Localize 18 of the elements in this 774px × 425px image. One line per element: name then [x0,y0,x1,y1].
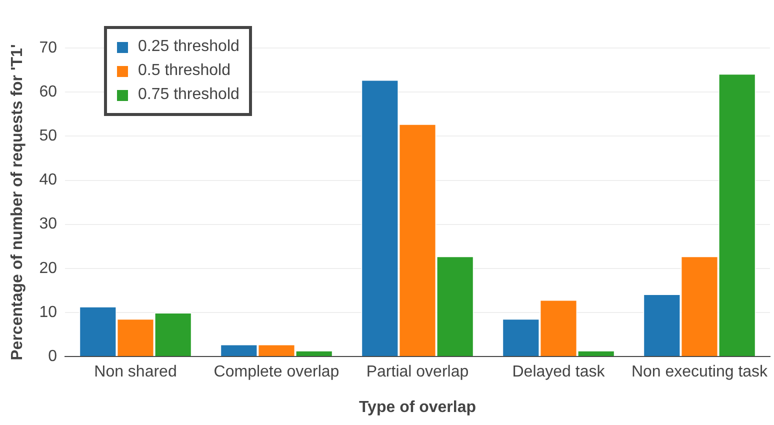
x-axis-title: Type of overlap [358,398,476,416]
y-tick-label: 20 [39,260,58,277]
y-tick-label: 70 [39,39,58,56]
x-tick-label: Non shared [94,364,177,381]
y-tick-label: 10 [39,304,58,321]
x-tick-label: Delayed task [512,364,606,381]
x-tick-label: Partial overlap [366,364,469,381]
y-axis-title: Percentage of number of requests for 'T1' [9,44,26,360]
y-tick-label: 40 [39,172,58,189]
x-tick-label: Non executing task [631,364,769,381]
y-tick-label: 0 [48,348,58,366]
y-tick-label: 30 [39,216,58,233]
y-tick-label: 60 [39,83,58,100]
x-tick-label: Complete overlap [214,364,340,381]
legend-label: 0.5 threshold [138,62,231,80]
legend-label: 0.75 threshold [138,86,240,104]
y-tick-label: 50 [39,128,58,145]
legend-label: 0.25 threshold [138,38,240,56]
